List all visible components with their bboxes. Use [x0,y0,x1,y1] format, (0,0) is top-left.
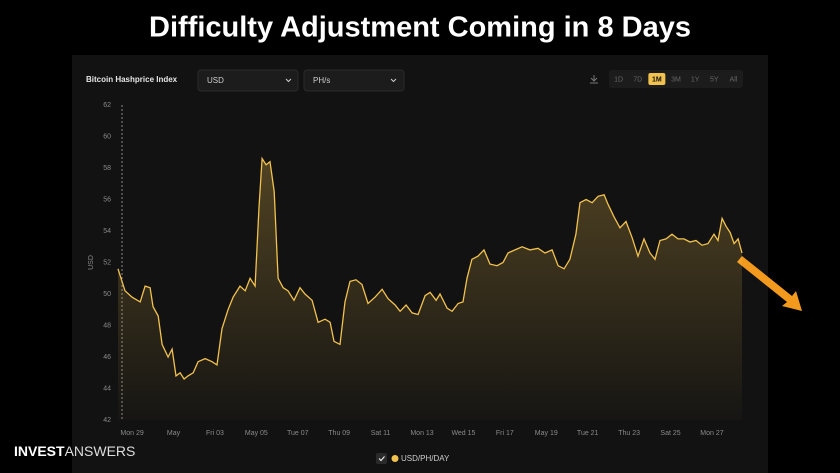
legend-label: USD/PH/DAY [401,454,450,463]
range-button[interactable]: 1D [614,76,623,83]
legend: USD/PH/DAY [376,453,450,464]
x-tick-label: Sat 25 [660,430,680,437]
legend-swatch [391,455,399,462]
index-name: Bitcoin Hashprice Index [86,75,178,84]
brand: INVESTANSWERS [14,443,135,459]
x-tick-label: May 05 [245,430,268,437]
brand-light: ANSWERS [65,443,136,459]
x-tick-label: May 19 [535,430,558,437]
area [118,158,742,420]
range-active [648,73,666,85]
y-tick-label: 52 [103,259,111,266]
x-tick-label: Thu 23 [618,430,640,437]
x-tick-label: Thu 09 [328,430,350,437]
x-tick-label: Tue 07 [287,430,309,437]
check [378,456,385,462]
line [117,156,743,380]
y-tick-label: 50 [103,291,111,298]
y-axis-label: USD [88,255,95,270]
y-tick-label: 42 [103,417,111,424]
currency-dropdown[interactable] [197,69,299,92]
range-button[interactable]: 1M [652,76,662,83]
x-tick-label: Sat 11 [371,430,391,437]
x-tick-label: Mon 27 [700,430,723,437]
range-button[interactable]: 3M [671,76,681,83]
x-tick-label: Fri 03 [206,430,224,437]
range-button[interactable]: 1Y [691,76,700,83]
x-tick-label: Fri 17 [496,430,514,437]
range-bar [609,70,743,88]
y-tick-label: 56 [103,196,111,203]
x-tick-label: May [167,430,181,437]
y-tick-label: 60 [103,133,111,140]
range-button[interactable]: 7D [633,76,642,83]
y-tick-label: 46 [103,354,111,361]
x-tick-label: Tue 21 [577,430,599,437]
chevron [390,78,397,83]
brand-bold: INVEST [14,443,65,459]
range-button[interactable]: 5Y [710,76,719,83]
chevron [285,78,292,83]
y-tick-label: 54 [103,228,111,235]
y-tick-label: 58 [103,165,111,172]
x-tick-label: Wed 15 [451,430,475,437]
unit-value: PH/s [313,76,330,85]
legend-checkbox[interactable] [376,453,387,464]
download-icon[interactable] [590,75,598,84]
x-tick-label: Mon 29 [120,430,143,437]
slide-title: Difficulty Adjustment Coming in 8 Days [149,12,691,44]
y-tick-label: 48 [103,322,111,329]
arrow [737,256,802,311]
currency-value: USD [207,76,224,85]
x-tick-label: Mon 13 [410,430,433,437]
y-tick-label: 62 [103,102,111,109]
y-tick-label: 44 [103,385,111,392]
range-button[interactable]: All [730,76,738,83]
unit-dropdown[interactable] [303,69,405,92]
